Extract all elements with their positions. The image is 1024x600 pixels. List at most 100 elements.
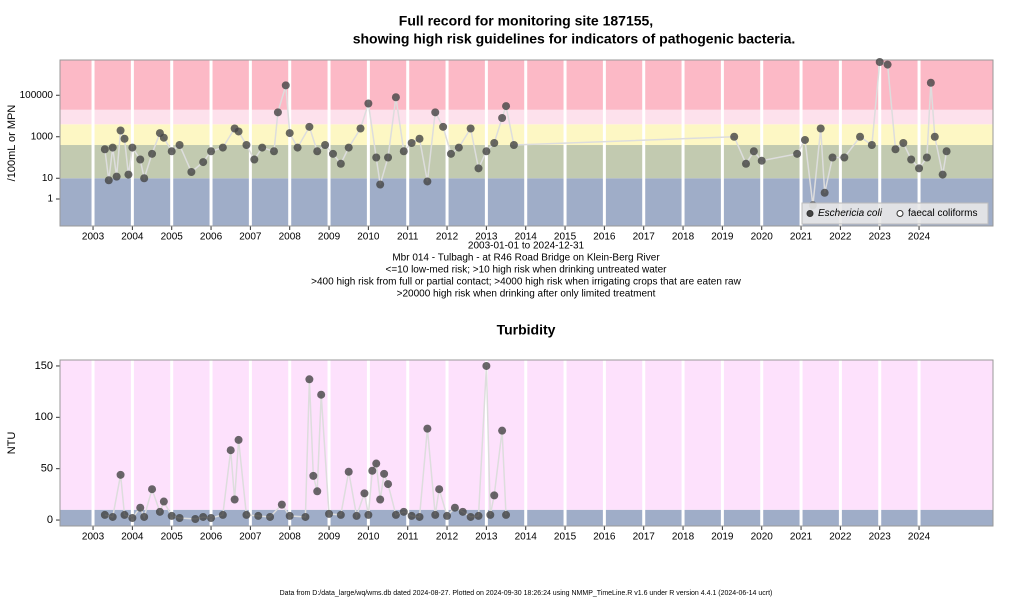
data-point: [926, 78, 935, 87]
data-point: [867, 141, 876, 150]
annotation: 2003-01-01 to 2024-12-31: [468, 241, 585, 252]
data-point: [415, 512, 424, 521]
data-point: [793, 149, 802, 158]
data-point: [108, 512, 117, 521]
data-point: [384, 153, 393, 162]
data-point: [116, 126, 125, 135]
legend-box: [801, 202, 989, 225]
data-point: [175, 141, 184, 150]
y-axis-label: /100mL or MPN: [6, 105, 18, 182]
data-point: [439, 122, 448, 131]
data-point: [482, 147, 491, 156]
data-point: [128, 143, 137, 152]
data-point: [230, 495, 239, 504]
x-tick-label: 2007: [239, 532, 262, 543]
data-point: [490, 491, 499, 500]
x-tick-label: 2021: [790, 232, 813, 243]
data-point: [423, 424, 432, 433]
x-tick-label: 2019: [711, 532, 734, 543]
x-tick-label: 2008: [279, 232, 302, 243]
data-point: [112, 172, 121, 181]
x-tick-label: 2013: [475, 232, 498, 243]
x-tick-label: 2022: [829, 232, 852, 243]
data-point: [907, 155, 916, 164]
x-tick-label: 2003: [82, 232, 105, 243]
data-point: [159, 497, 168, 506]
data-point: [159, 133, 168, 142]
data-point: [407, 139, 416, 147]
data-point: [321, 141, 330, 150]
data-point: [376, 180, 385, 189]
data-point: [344, 143, 353, 152]
x-tick-label: 2007: [239, 232, 262, 243]
data-point: [124, 170, 133, 179]
x-tick-label: 2010: [357, 532, 380, 543]
data-point: [502, 510, 511, 519]
data-point: [486, 510, 495, 519]
data-point: [328, 149, 337, 158]
data-point: [450, 503, 459, 512]
data-point: [800, 135, 809, 144]
data-point: [454, 143, 463, 152]
data-point: [376, 495, 385, 504]
chart-title: Full record for monitoring site 187155,: [399, 13, 653, 29]
data-point: [273, 108, 282, 117]
x-tick-label: 2024: [908, 232, 931, 243]
data-point: [930, 132, 939, 141]
data-point: [820, 188, 829, 197]
data-point: [466, 512, 475, 521]
data-point: [301, 512, 310, 521]
data-point: [509, 141, 518, 150]
plot-frame: [59, 59, 994, 227]
data-point: [175, 513, 184, 522]
data-point: [344, 467, 353, 476]
data-point: [372, 459, 381, 468]
annotation: >400 high risk from full or partial cont…: [311, 277, 741, 288]
y-tick-label: 100000: [20, 90, 54, 101]
data-point: [435, 485, 444, 494]
data-point: [466, 124, 475, 133]
y-axis-label: NTU: [6, 432, 18, 455]
x-tick-label: 2018: [672, 532, 695, 543]
data-point: [364, 510, 373, 519]
x-tick-label: 2023: [869, 232, 892, 243]
data-point: [104, 176, 113, 185]
x-tick-label: 2019: [711, 232, 734, 243]
data-point: [942, 147, 951, 156]
data-point: [364, 99, 373, 108]
data-point: [140, 512, 149, 521]
data-point: [423, 177, 432, 186]
x-tick-label: 2014: [515, 232, 538, 243]
data-point: [258, 143, 267, 152]
x-tick-label: 2012: [436, 232, 459, 243]
data-point: [234, 435, 243, 444]
data-point: [155, 507, 164, 516]
x-tick-label: 2006: [200, 232, 223, 243]
data-point: [285, 129, 294, 138]
data-point: [891, 145, 900, 154]
x-tick-label: 2017: [633, 532, 656, 543]
data-point: [899, 139, 908, 147]
data-point: [856, 132, 865, 141]
data-point: [293, 143, 302, 152]
footnote: Data from D:/data_large/wq/wms.db dated …: [280, 590, 773, 597]
data-point: [502, 102, 511, 111]
data-point: [242, 510, 251, 519]
data-point: [285, 511, 294, 520]
data-point: [116, 470, 125, 479]
data-point: [915, 164, 924, 173]
x-tick-label: 2006: [200, 532, 223, 543]
data-point: [100, 510, 109, 519]
data-point: [305, 122, 314, 131]
x-tick-label: 2004: [121, 232, 144, 243]
legend-label: Eschericia coli: [818, 208, 883, 219]
data-point: [266, 512, 275, 521]
y-tick-label: 10: [42, 173, 54, 184]
x-tick-label: 2020: [751, 232, 774, 243]
data-point: [305, 375, 314, 384]
data-point: [391, 93, 400, 102]
data-point: [234, 127, 243, 136]
legend-label: faecal coliforms: [908, 208, 977, 219]
data-point: [360, 489, 369, 498]
